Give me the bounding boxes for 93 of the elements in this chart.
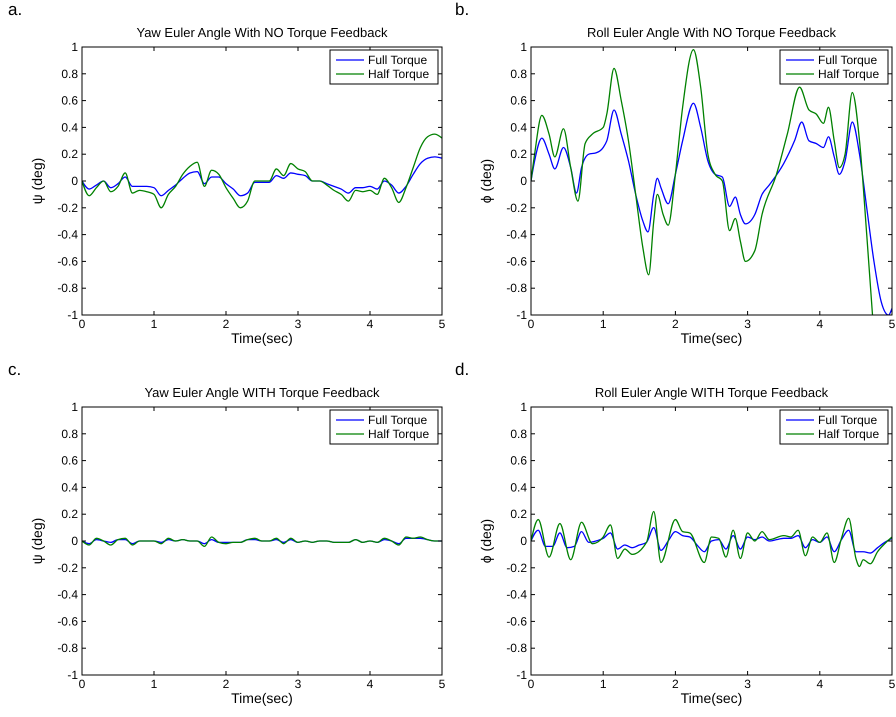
y-tick-label: 0.2	[61, 507, 78, 522]
x-tick-label: 3	[294, 317, 302, 331]
x-axis-title: Time(sec)	[231, 690, 293, 706]
legend-label: Full Torque	[368, 413, 428, 427]
y-tick-label: -0.6	[57, 254, 78, 268]
legend-label: Half Torque	[368, 427, 430, 441]
line-series	[82, 156, 442, 196]
y-tick-label: 0.6	[61, 454, 78, 468]
y-axis-title: ψ (deg)	[29, 158, 45, 204]
text: c.	[8, 360, 22, 379]
x-axis-title: Time(sec)	[680, 330, 742, 346]
y-tick-label: -0.2	[57, 200, 78, 215]
y-tick-label: 0.6	[510, 454, 528, 468]
x-tick-label: 1	[600, 677, 607, 691]
y-tick-label: -0.4	[506, 588, 528, 602]
y-tick-label: 0	[71, 534, 78, 548]
y-tick-label: -0.8	[57, 281, 78, 296]
x-tick-label: 1	[150, 317, 158, 331]
text: a.	[8, 0, 22, 19]
x-axis-title: Time(sec)	[680, 690, 742, 706]
x-tick-label: 5	[888, 677, 896, 691]
y-tick-label: -0.8	[506, 281, 528, 296]
x-axis-title: Time(sec)	[231, 330, 293, 346]
legend-label: Half Torque	[818, 427, 880, 441]
y-tick-label: 0.2	[510, 507, 528, 522]
x-tick-label: 2	[222, 317, 230, 331]
y-tick-label: 0.6	[510, 94, 528, 108]
x-tick-label: 3	[744, 677, 752, 691]
y-tick-label: -0.2	[506, 560, 528, 575]
y-tick-label: 0.4	[61, 480, 78, 494]
y-axis-title: ϕ (deg)	[478, 518, 494, 564]
chart-title: Roll Euler Angle With NO Torque Feedback	[586, 25, 837, 40]
chart-title: Yaw Euler Angle With NO Torque Feedback	[136, 25, 388, 40]
y-tick-label: 0	[71, 174, 78, 188]
y-tick-label: 0.4	[510, 120, 528, 134]
line-series	[531, 510, 892, 568]
x-tick-label: 1	[150, 677, 158, 691]
legend-label: Half Torque	[818, 67, 880, 81]
legend-label: Full Torque	[368, 53, 428, 67]
y-tick-label: 0.8	[61, 66, 78, 81]
y-tick-label: 0.2	[510, 147, 528, 162]
y-tick-label: 1	[520, 400, 528, 414]
y-tick-label: 0.8	[510, 426, 528, 441]
legend-label: Full Torque	[818, 413, 878, 427]
x-tick-label: 5	[438, 677, 446, 691]
x-tick-label: 1	[600, 317, 607, 331]
legend-label: Full Torque	[818, 53, 878, 67]
y-tick-label: -0.2	[57, 560, 78, 575]
y-tick-label: -0.6	[506, 254, 528, 268]
y-tick-label: 0.6	[61, 94, 78, 108]
y-tick-label: 1	[71, 40, 78, 54]
y-tick-label: 0	[520, 174, 528, 188]
line-series	[531, 102, 892, 315]
y-tick-label: -0.4	[506, 228, 528, 242]
x-tick-label: 4	[816, 677, 824, 691]
y-tick-label: -0.4	[57, 588, 78, 602]
y-tick-label: -0.2	[506, 200, 528, 215]
y-tick-label: -1	[67, 668, 78, 682]
y-tick-label: 0.8	[61, 426, 78, 441]
y-tick-label: 0.4	[61, 120, 78, 134]
text: d.	[455, 360, 470, 379]
y-tick-label: -0.8	[57, 641, 78, 656]
y-tick-label: 0.8	[510, 66, 528, 81]
x-tick-label: 3	[294, 677, 302, 691]
x-tick-label: 2	[672, 677, 680, 691]
y-axis-title: ϕ (deg)	[478, 158, 494, 204]
y-tick-label: -0.4	[57, 228, 78, 242]
y-tick-label: -1	[67, 308, 78, 322]
y-axis-title: ψ (deg)	[29, 518, 45, 564]
x-tick-label: 2	[222, 677, 230, 691]
legend-label: Half Torque	[368, 67, 430, 81]
x-tick-label: 4	[816, 317, 824, 331]
x-tick-label: 5	[438, 317, 446, 331]
line-series	[531, 526, 892, 554]
y-tick-label: 1	[520, 40, 528, 54]
x-tick-label: 2	[672, 317, 680, 331]
x-tick-label: 3	[744, 317, 752, 331]
y-tick-label: 0	[520, 534, 528, 548]
y-tick-label: 1	[71, 400, 78, 414]
text: b.	[455, 0, 470, 19]
y-tick-label: -0.6	[506, 614, 528, 628]
y-tick-label: -0.6	[57, 614, 78, 628]
y-tick-label: 0.2	[61, 147, 78, 162]
chart-title: Roll Euler Angle WITH Torque Feedback	[594, 385, 829, 400]
y-tick-label: -1	[516, 668, 528, 682]
line-series	[82, 133, 442, 208]
chart-title: Yaw Euler Angle WITH Torque Feedback	[144, 385, 380, 400]
y-tick-label: 0.4	[510, 480, 528, 494]
y-tick-label: -0.8	[506, 641, 528, 656]
x-tick-label: 4	[366, 677, 374, 691]
x-tick-label: 5	[888, 317, 896, 331]
y-tick-label: -1	[516, 308, 528, 322]
x-tick-label: 4	[366, 317, 374, 331]
